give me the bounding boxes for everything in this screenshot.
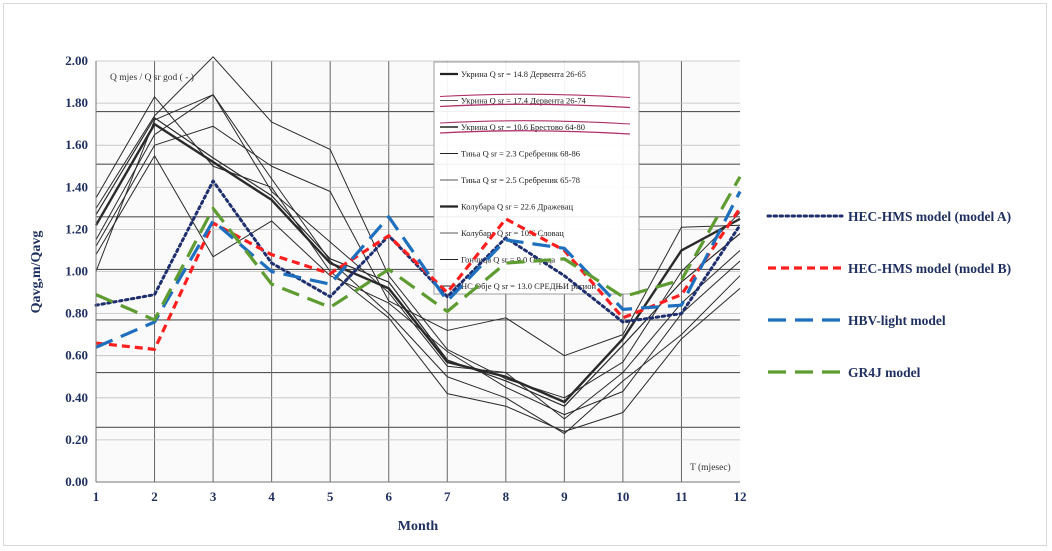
legend-label: GR4J model: [848, 365, 921, 380]
x-tick-label: 10: [616, 489, 629, 504]
scan-series-line: [94, 122, 741, 404]
x-tick-label: 8: [503, 489, 510, 504]
scan-top-label: Q mjes / Q sr god ( - ): [110, 72, 194, 83]
legend-label: HEC-HMS model (model B): [848, 261, 1011, 276]
scan-strikethrough: [439, 103, 631, 109]
model-series: [94, 175, 742, 351]
scan-series-line: [95, 125, 741, 357]
scan-series-line: [95, 94, 741, 435]
scanned-hydrograph-lines: [94, 56, 741, 435]
scan-strikethrough: [439, 120, 631, 125]
scan-legend-label: Укрина Q sr = 14.8 Дервента 26-65: [461, 69, 586, 79]
scan-strikethrough: [439, 130, 631, 135]
scan-legend-label: Колубара Q sr = 22.6 Дражевац: [461, 202, 573, 212]
y-tick-label: 1.40: [65, 179, 88, 194]
scan-series-line: [95, 117, 741, 407]
x-tick-label: 12: [734, 489, 747, 504]
x-tick-label: 3: [210, 489, 217, 504]
legend: HEC-HMS model (model A) HEC-HMS model (mo…: [766, 209, 1011, 380]
series-line: [95, 207, 742, 351]
x-tick-label: 1: [93, 489, 100, 504]
scan-legend-label: Тиња Q sr = 2.3 Сребреник 68-86: [461, 149, 580, 159]
scan-series-line: [95, 96, 741, 432]
scan-legend-label: Гончица Q sr = 9.0 Ограда: [461, 255, 555, 265]
y-tick-label: 0.20: [65, 432, 88, 447]
y-tick-label: 0.80: [65, 306, 88, 321]
x-tick-label: 2: [151, 489, 158, 504]
y-tick-label: 2.00: [65, 53, 88, 68]
series-line: [95, 175, 742, 322]
x-tick-label: 11: [675, 489, 687, 504]
y-tick-label: 1.20: [65, 221, 88, 236]
y-tick-label: 1.00: [65, 264, 88, 279]
scan-strikethrough: [439, 93, 631, 99]
x-tick-label: 7: [444, 489, 451, 504]
scan-legend-box: Укрина Q sr = 14.8 Дервента 26-65 Укрина …: [433, 61, 640, 295]
x-tick-label: 5: [327, 489, 334, 504]
scan-legend-label: Укрина Q sr = 10.6 Брестово 64-80: [461, 122, 585, 132]
scan-legend-label: Тиња Q sr = 2.5 Сребреник 65-78: [461, 175, 580, 185]
scan-legend-label: Укрина Q sr = 17.4 Дервента 26-74: [461, 96, 587, 106]
legend-label: HEC-HMS model (model A): [848, 209, 1011, 224]
x-tick-label: 9: [561, 489, 568, 504]
scan-bottom-label: T (mjesec): [690, 462, 731, 473]
x-tick-label: 4: [268, 489, 275, 504]
y-tick-label: 0.00: [65, 474, 88, 489]
x-tick-labels: 1 2 3 4 5 6 7 8 9 10 11 12: [93, 489, 747, 504]
y-axis-title: Qavg,m/Qavg: [29, 231, 44, 314]
scan-series-line: [95, 155, 741, 416]
y-tick-label: 0.40: [65, 390, 88, 405]
scan-series-line: [95, 94, 741, 420]
legend-label: HBV-light model: [848, 313, 946, 328]
scan-series-line: [95, 56, 741, 399]
y-tick-labels: 0.00 0.20 0.40 0.60 0.80 1.00 1.20 1.40 1.60 1.80…: [65, 53, 88, 489]
x-tick-label: 6: [385, 489, 392, 504]
y-tick-label: 1.80: [65, 95, 88, 110]
series-line: [94, 179, 742, 324]
scan-legend-label: НС Обје Q sr = 13.0 СРЕДЊИ регион: [461, 281, 596, 291]
y-tick-label: 1.60: [65, 137, 88, 152]
scan-legend-label: Колубара Q sr = 10.6 Словац: [461, 228, 564, 238]
x-axis-title: Month: [398, 519, 439, 534]
y-tick-label: 0.60: [65, 348, 88, 363]
